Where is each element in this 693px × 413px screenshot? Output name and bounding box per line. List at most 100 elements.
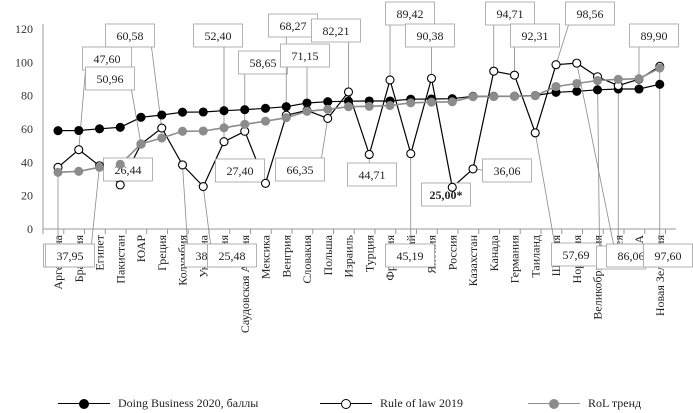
y-tick-label: 60: [21, 122, 33, 136]
series-point: [177, 126, 188, 136]
series-point: [551, 81, 561, 92]
data-label-leader: [534, 132, 555, 244]
x-tick-label: Израиль: [342, 234, 356, 277]
series-point: [94, 124, 105, 134]
data-label: 50,96: [97, 72, 124, 86]
data-label: 57,69: [563, 248, 590, 262]
x-tick-label: Турция: [362, 235, 376, 273]
data-label-box: [311, 18, 361, 43]
legend-label: Doing Business 2020, баллы: [118, 396, 259, 410]
legend-label: RoL тренд: [588, 396, 642, 410]
series-point: [509, 91, 520, 101]
data-label: 66,35: [287, 163, 314, 177]
series-point: [551, 60, 561, 70]
data-label-box: [385, 243, 435, 268]
series-point: [74, 125, 84, 136]
series-point: [198, 107, 208, 117]
x-tick-label: Египет: [93, 234, 107, 270]
data-label: 36,06: [494, 164, 521, 178]
data-label-box: [565, 1, 615, 26]
data-label: 47,60: [94, 52, 121, 66]
series-point: [572, 58, 582, 68]
data-label: 86,06: [618, 249, 645, 263]
series-point: [592, 85, 603, 95]
legend: Doing Business 2020, баллы Rule of law 2…: [0, 394, 693, 413]
series-point: [343, 102, 354, 112]
series-point: [198, 181, 208, 192]
series-point: [489, 66, 499, 76]
series-point: [94, 162, 105, 172]
data-label: 89,42: [397, 7, 424, 21]
data-label-box: [482, 158, 532, 183]
data-label-leader: [202, 186, 211, 245]
series-point: [613, 74, 623, 84]
series-point: [240, 105, 250, 115]
series-point: [364, 149, 374, 160]
series-point: [655, 79, 665, 89]
y-tick-label: 20: [21, 189, 33, 203]
series-point: [219, 137, 229, 147]
series-point: [343, 87, 354, 97]
series-point: [53, 126, 63, 136]
data-label-leader: [91, 165, 100, 245]
data-label: 98,56: [577, 7, 604, 21]
series-point: [323, 97, 333, 107]
data-label: 45,19: [397, 249, 424, 263]
line-chart: 020406080100120АргентинаБразилияЕгипетПа…: [15, 1, 693, 333]
x-tick-label: ЮАР: [134, 235, 148, 263]
series-point: [572, 86, 582, 96]
data-label-box: [275, 157, 325, 182]
data-label-box: [510, 23, 560, 48]
legend-item-rol-trend: RoL тренд: [528, 394, 641, 413]
series-point: [219, 123, 229, 133]
series-point: [572, 78, 582, 89]
x-tick-label: Пакистан: [113, 234, 127, 283]
data-label-box: [280, 43, 330, 68]
series-point: [302, 106, 312, 116]
y-tick-label: 100: [15, 55, 33, 69]
series-point: [489, 91, 499, 102]
series-point: [219, 106, 229, 116]
legend-line-icon: [528, 398, 580, 409]
data-label-leader: [321, 118, 329, 159]
y-tick-label: 40: [21, 155, 33, 169]
series-point: [406, 149, 416, 159]
series-point: [302, 98, 312, 108]
data-label: 89,90: [641, 29, 668, 43]
data-label: 44,71: [359, 168, 386, 182]
legend-line-icon: [320, 398, 372, 409]
legend-line-icon: [58, 398, 110, 409]
data-label: 90,38: [417, 29, 444, 43]
y-tick-label: 80: [21, 89, 33, 103]
x-tick-label: Мексика: [259, 234, 273, 279]
x-tick-label: Казахстан: [466, 234, 480, 286]
data-label-leader: [182, 164, 188, 245]
series-point: [115, 159, 125, 169]
series-point: [177, 107, 188, 117]
series-point: [136, 112, 146, 122]
series-point: [530, 91, 540, 101]
data-label: 82,21: [323, 24, 350, 38]
series-point: [592, 75, 603, 86]
series-point: [426, 73, 437, 83]
data-label: 68,27: [280, 19, 307, 33]
data-label-leader: [555, 24, 569, 65]
series-point: [157, 110, 167, 120]
data-label: 27,40: [227, 164, 254, 178]
data-label: 37,95: [57, 249, 84, 263]
series-point: [385, 100, 395, 111]
x-tick-label: Таиланд: [528, 235, 542, 278]
legend-label: Rule of law 2019: [380, 396, 463, 410]
data-label: 92,31: [522, 29, 549, 43]
data-label-box: [215, 158, 265, 183]
series-point: [447, 182, 457, 192]
data-label: 25,00*: [430, 188, 463, 202]
series-point: [74, 166, 84, 176]
series-point: [157, 133, 167, 143]
legend-item-doing-business: Doing Business 2020, баллы: [58, 394, 258, 413]
data-label-box: [347, 162, 397, 187]
data-label: 94,71: [497, 7, 524, 21]
series-point: [530, 128, 540, 138]
data-label-leader: [78, 69, 86, 150]
data-label-box: [45, 243, 95, 268]
